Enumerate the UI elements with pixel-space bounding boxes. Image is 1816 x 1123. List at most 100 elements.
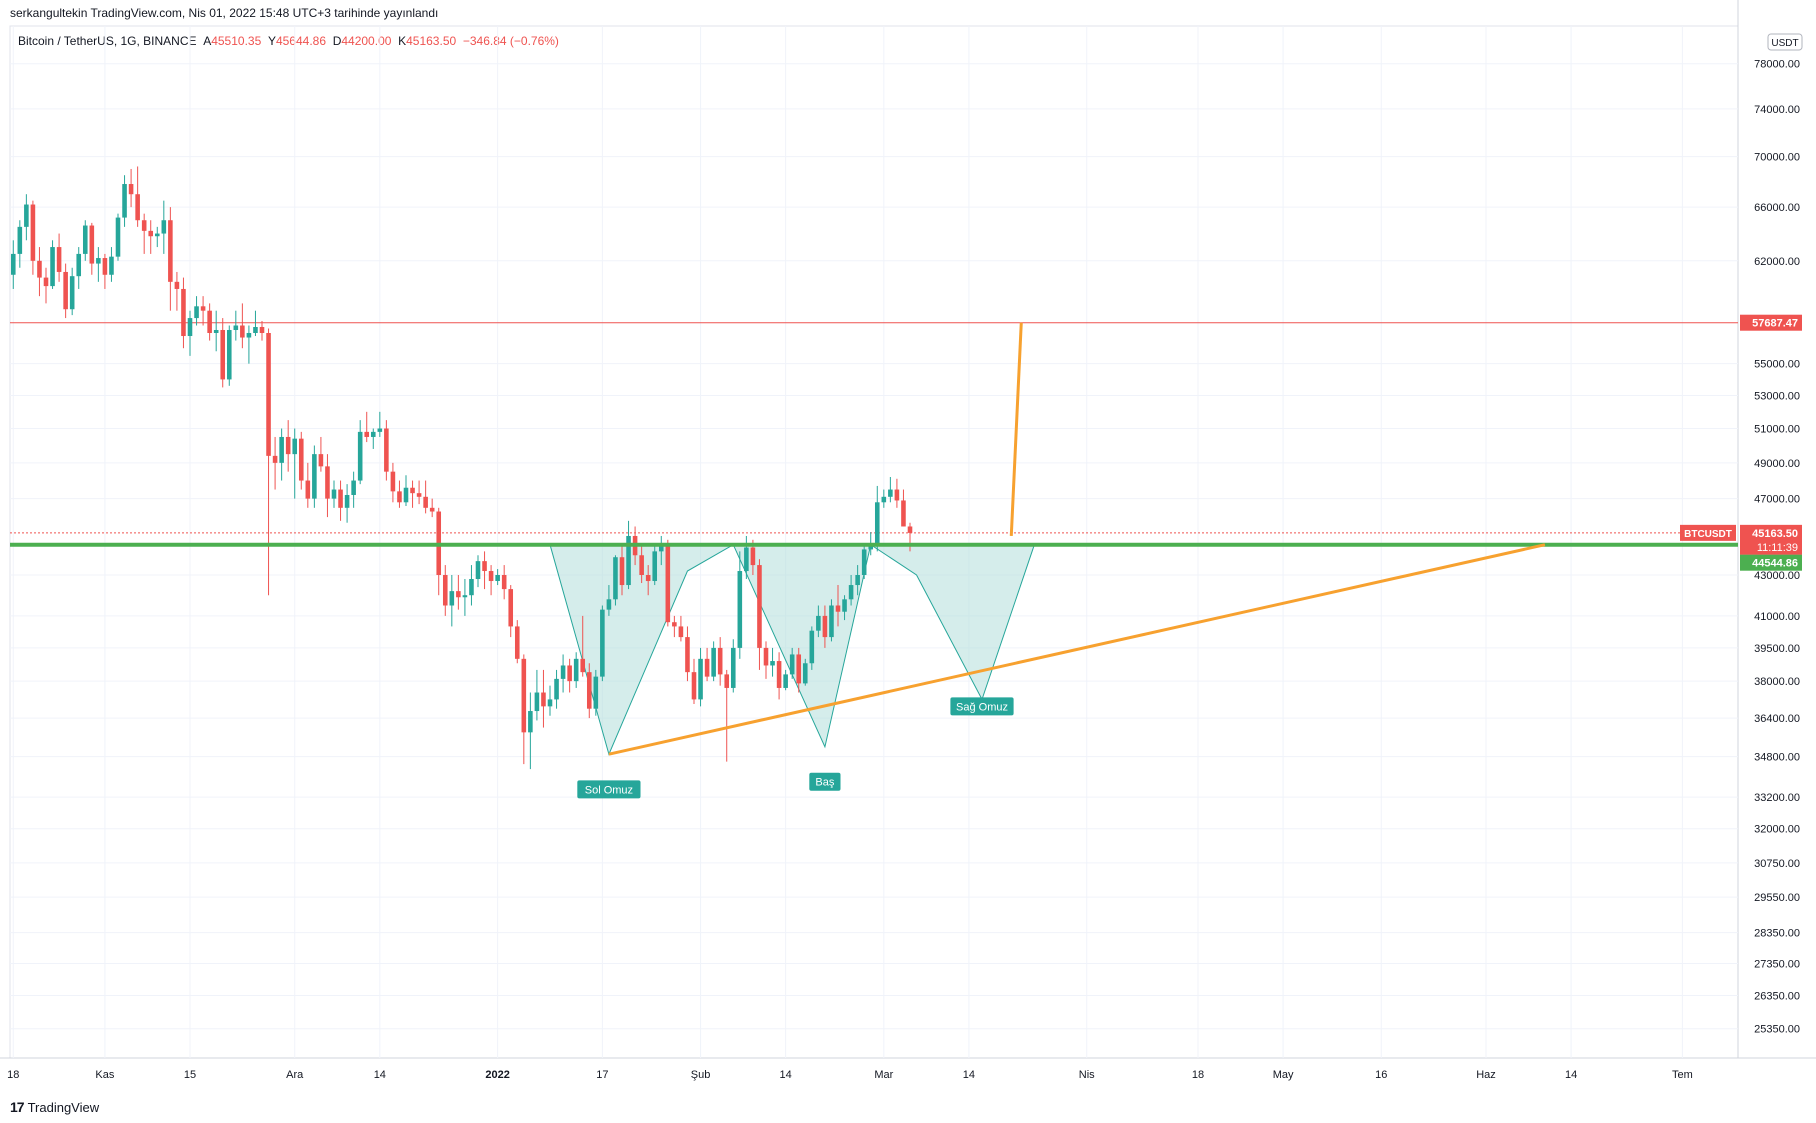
candle-body xyxy=(253,326,258,334)
annotation-label: Sol Omuz xyxy=(585,784,633,796)
candle-body xyxy=(331,489,337,499)
candle-body xyxy=(161,220,167,234)
y-tick-label: 34800.00 xyxy=(1754,752,1800,764)
symbol-legend: Bitcoin / TetherUS, 1G, BINANCE A45510.3… xyxy=(18,34,559,48)
annotation-label: Baş xyxy=(815,777,834,789)
candle-body xyxy=(717,647,723,675)
candle-body xyxy=(174,281,180,289)
annotation-label: Sağ Omuz xyxy=(956,701,1008,713)
candle-body xyxy=(816,615,821,631)
candle-body xyxy=(770,661,775,666)
legend-high: 45644.86 xyxy=(275,34,327,48)
x-tick-label: 15 xyxy=(184,1069,196,1081)
y-tick-label: 53000.00 xyxy=(1754,390,1800,402)
candle-body xyxy=(586,672,592,709)
candle-body xyxy=(796,654,802,684)
x-tick-label: 14 xyxy=(374,1069,386,1081)
candle-body xyxy=(488,571,494,582)
candle-body xyxy=(901,500,906,527)
tradingview-logo[interactable]: 17 TradingView xyxy=(10,1099,99,1115)
candle-body xyxy=(76,253,82,277)
neckline-tag: 44544.86 xyxy=(1752,558,1798,570)
x-tick-label: May xyxy=(1273,1069,1294,1081)
candle-body xyxy=(187,318,193,337)
annotation-badge xyxy=(950,697,1014,716)
candle-body xyxy=(259,326,265,334)
candle-body xyxy=(783,674,788,688)
candle-body xyxy=(462,595,468,598)
x-tick-label: 18 xyxy=(1192,1069,1204,1081)
candle-body xyxy=(17,226,23,254)
candle-body xyxy=(266,333,271,456)
candle-body xyxy=(573,658,579,682)
tradingview-brand: TradingView xyxy=(27,1099,100,1115)
candle-body xyxy=(861,549,867,576)
candle-body xyxy=(43,277,49,287)
candle-body xyxy=(154,233,160,237)
candle-body xyxy=(318,454,324,467)
plot-frame xyxy=(9,25,1739,1059)
candle-body xyxy=(298,438,304,481)
y-tick-label: 25350.00 xyxy=(1754,1024,1800,1036)
y-tick-label: 70000.00 xyxy=(1754,152,1800,164)
candle-body xyxy=(534,692,540,712)
candle-body xyxy=(907,526,913,533)
candle-body xyxy=(600,609,605,677)
candle-body xyxy=(377,428,383,432)
candle-body xyxy=(279,436,284,463)
candle-body xyxy=(370,431,376,437)
y-tick-label: 26350.00 xyxy=(1754,990,1800,1002)
x-tick-label: Mar xyxy=(874,1069,893,1081)
candle-body xyxy=(357,431,363,481)
current-price-tag: 45163.50 xyxy=(1752,528,1798,540)
candle-body xyxy=(449,591,455,606)
x-tick-label: 18 xyxy=(7,1069,19,1081)
candle-body xyxy=(442,575,448,606)
resistance-tag: 57687.47 xyxy=(1752,318,1798,330)
legend-close: 45163.50 xyxy=(406,34,457,48)
candle-body xyxy=(240,325,245,338)
candle-body xyxy=(482,561,487,572)
y-tick-label: 74000.00 xyxy=(1754,104,1800,116)
candle-body xyxy=(37,260,42,278)
candle-body xyxy=(528,711,533,733)
candle-body xyxy=(652,551,658,582)
candle-body xyxy=(691,672,697,700)
candle-body xyxy=(148,230,154,237)
candle-body xyxy=(96,258,101,264)
candle-body xyxy=(135,194,140,221)
candle-body xyxy=(514,626,520,659)
annotation-badge xyxy=(809,772,841,791)
candle-body xyxy=(194,306,199,319)
candle-body xyxy=(776,661,782,688)
candle-body xyxy=(429,507,435,512)
candle-body xyxy=(82,225,88,254)
y-tick-label: 41000.00 xyxy=(1754,611,1800,623)
candle-body xyxy=(128,184,134,195)
candle-body xyxy=(24,204,29,227)
candle-body xyxy=(325,466,330,499)
candle-body xyxy=(226,329,232,380)
legend-low: 44200.00 xyxy=(341,34,392,48)
y-tick-label: 36400.00 xyxy=(1754,713,1800,725)
candle-body xyxy=(410,487,415,494)
candle-body xyxy=(292,438,298,455)
candle-body xyxy=(384,428,389,472)
candle-body xyxy=(789,654,795,675)
legend-high-label: Y xyxy=(267,34,276,48)
x-tick-label: 2022 xyxy=(485,1069,509,1081)
y-tick-label: 32000.00 xyxy=(1754,824,1800,836)
currency-label: USDT xyxy=(1771,38,1798,49)
y-tick-label: 55000.00 xyxy=(1754,359,1800,371)
candle-body xyxy=(10,253,16,275)
x-tick-label: Şub xyxy=(691,1069,711,1081)
x-tick-label: 17 xyxy=(596,1069,608,1081)
x-tick-label: Ara xyxy=(286,1069,304,1081)
candle-body xyxy=(822,615,828,638)
candle-body xyxy=(50,247,55,287)
y-tick-label: 66000.00 xyxy=(1754,202,1800,214)
resistance-tag-bg xyxy=(1740,314,1802,331)
candle-body xyxy=(207,310,212,334)
candle-body xyxy=(115,217,121,257)
